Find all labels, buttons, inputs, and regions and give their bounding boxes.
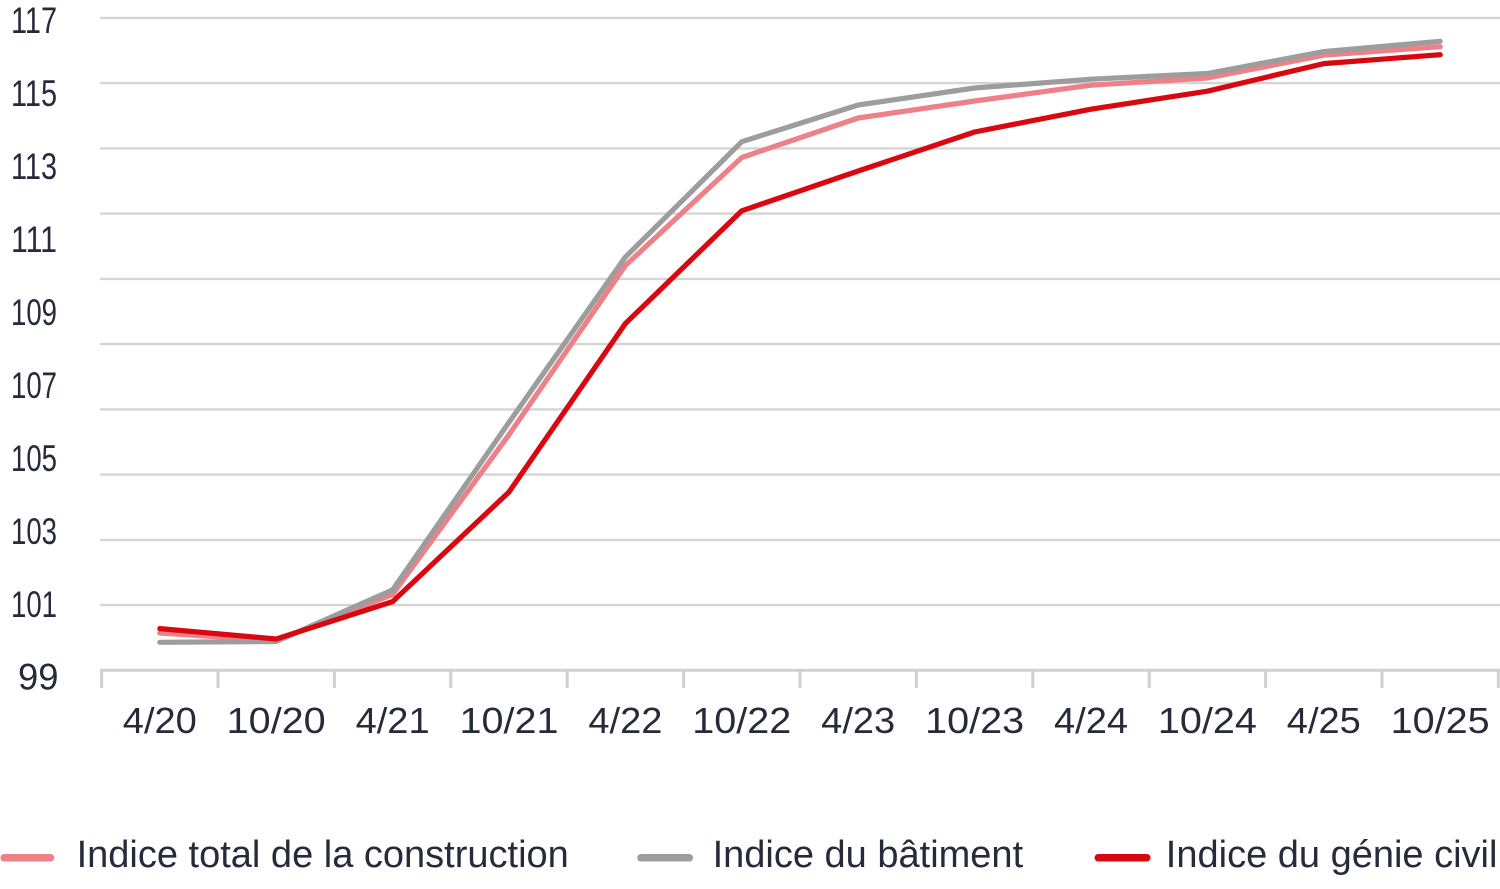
svg-text:10/21: 10/21: [460, 700, 559, 741]
svg-text:103: 103: [11, 511, 57, 552]
svg-text:105: 105: [11, 438, 57, 479]
svg-text:4/25: 4/25: [1287, 700, 1361, 741]
svg-text:4/24: 4/24: [1054, 700, 1128, 741]
svg-text:113: 113: [11, 146, 57, 187]
svg-text:101: 101: [11, 584, 57, 625]
svg-text:10/24: 10/24: [1158, 700, 1257, 741]
svg-text:10/23: 10/23: [925, 700, 1024, 741]
svg-text:4/20: 4/20: [123, 700, 197, 741]
svg-text:10/22: 10/22: [692, 700, 791, 741]
svg-text:99: 99: [18, 657, 59, 698]
svg-text:10/20: 10/20: [227, 700, 326, 741]
svg-text:107: 107: [11, 365, 57, 406]
svg-text:4/23: 4/23: [821, 700, 895, 741]
svg-text:109: 109: [11, 292, 57, 333]
svg-text:4/21: 4/21: [356, 700, 430, 741]
svg-text:Indice total de la constructio: Indice total de la construction: [77, 834, 569, 876]
svg-text:10/25: 10/25: [1391, 700, 1490, 741]
svg-text:111: 111: [11, 219, 57, 260]
svg-text:Indice du bâtiment: Indice du bâtiment: [713, 834, 1024, 876]
svg-text:115: 115: [11, 73, 57, 114]
svg-text:4/22: 4/22: [588, 700, 662, 741]
svg-text:Indice du génie civil: Indice du génie civil: [1166, 834, 1498, 876]
svg-text:117: 117: [11, 0, 57, 41]
